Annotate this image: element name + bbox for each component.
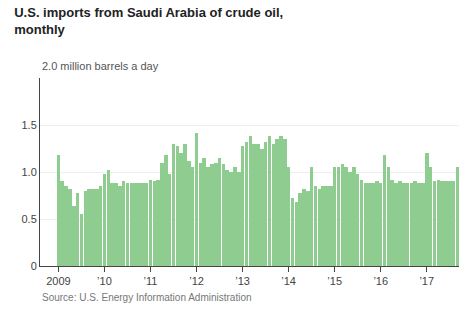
svg-text:’10: ’10 [97,275,112,287]
svg-text:1.0: 1.0 [22,166,37,178]
svg-text:’16: ’16 [373,275,388,287]
svg-text:2.0 million barrels a day: 2.0 million barrels a day [42,60,159,72]
svg-text:U.S. imports from Saudi Arabia: U.S. imports from Saudi Arabia of crude … [14,5,283,37]
svg-text:1.5: 1.5 [22,119,37,131]
svg-text:’13: ’13 [235,275,250,287]
svg-text:2009: 2009 [46,275,70,287]
svg-text:’14: ’14 [281,275,296,287]
svg-text:’11: ’11 [144,275,158,287]
svg-text:Source: U.S. Energy Informatio: Source: U.S. Energy Information Administ… [42,292,252,303]
svg-text:0: 0 [31,260,37,272]
svg-text:0.5: 0.5 [22,213,37,225]
svg-text:’15: ’15 [327,275,342,287]
svg-text:’17: ’17 [419,275,434,287]
svg-text:’12: ’12 [189,275,204,287]
